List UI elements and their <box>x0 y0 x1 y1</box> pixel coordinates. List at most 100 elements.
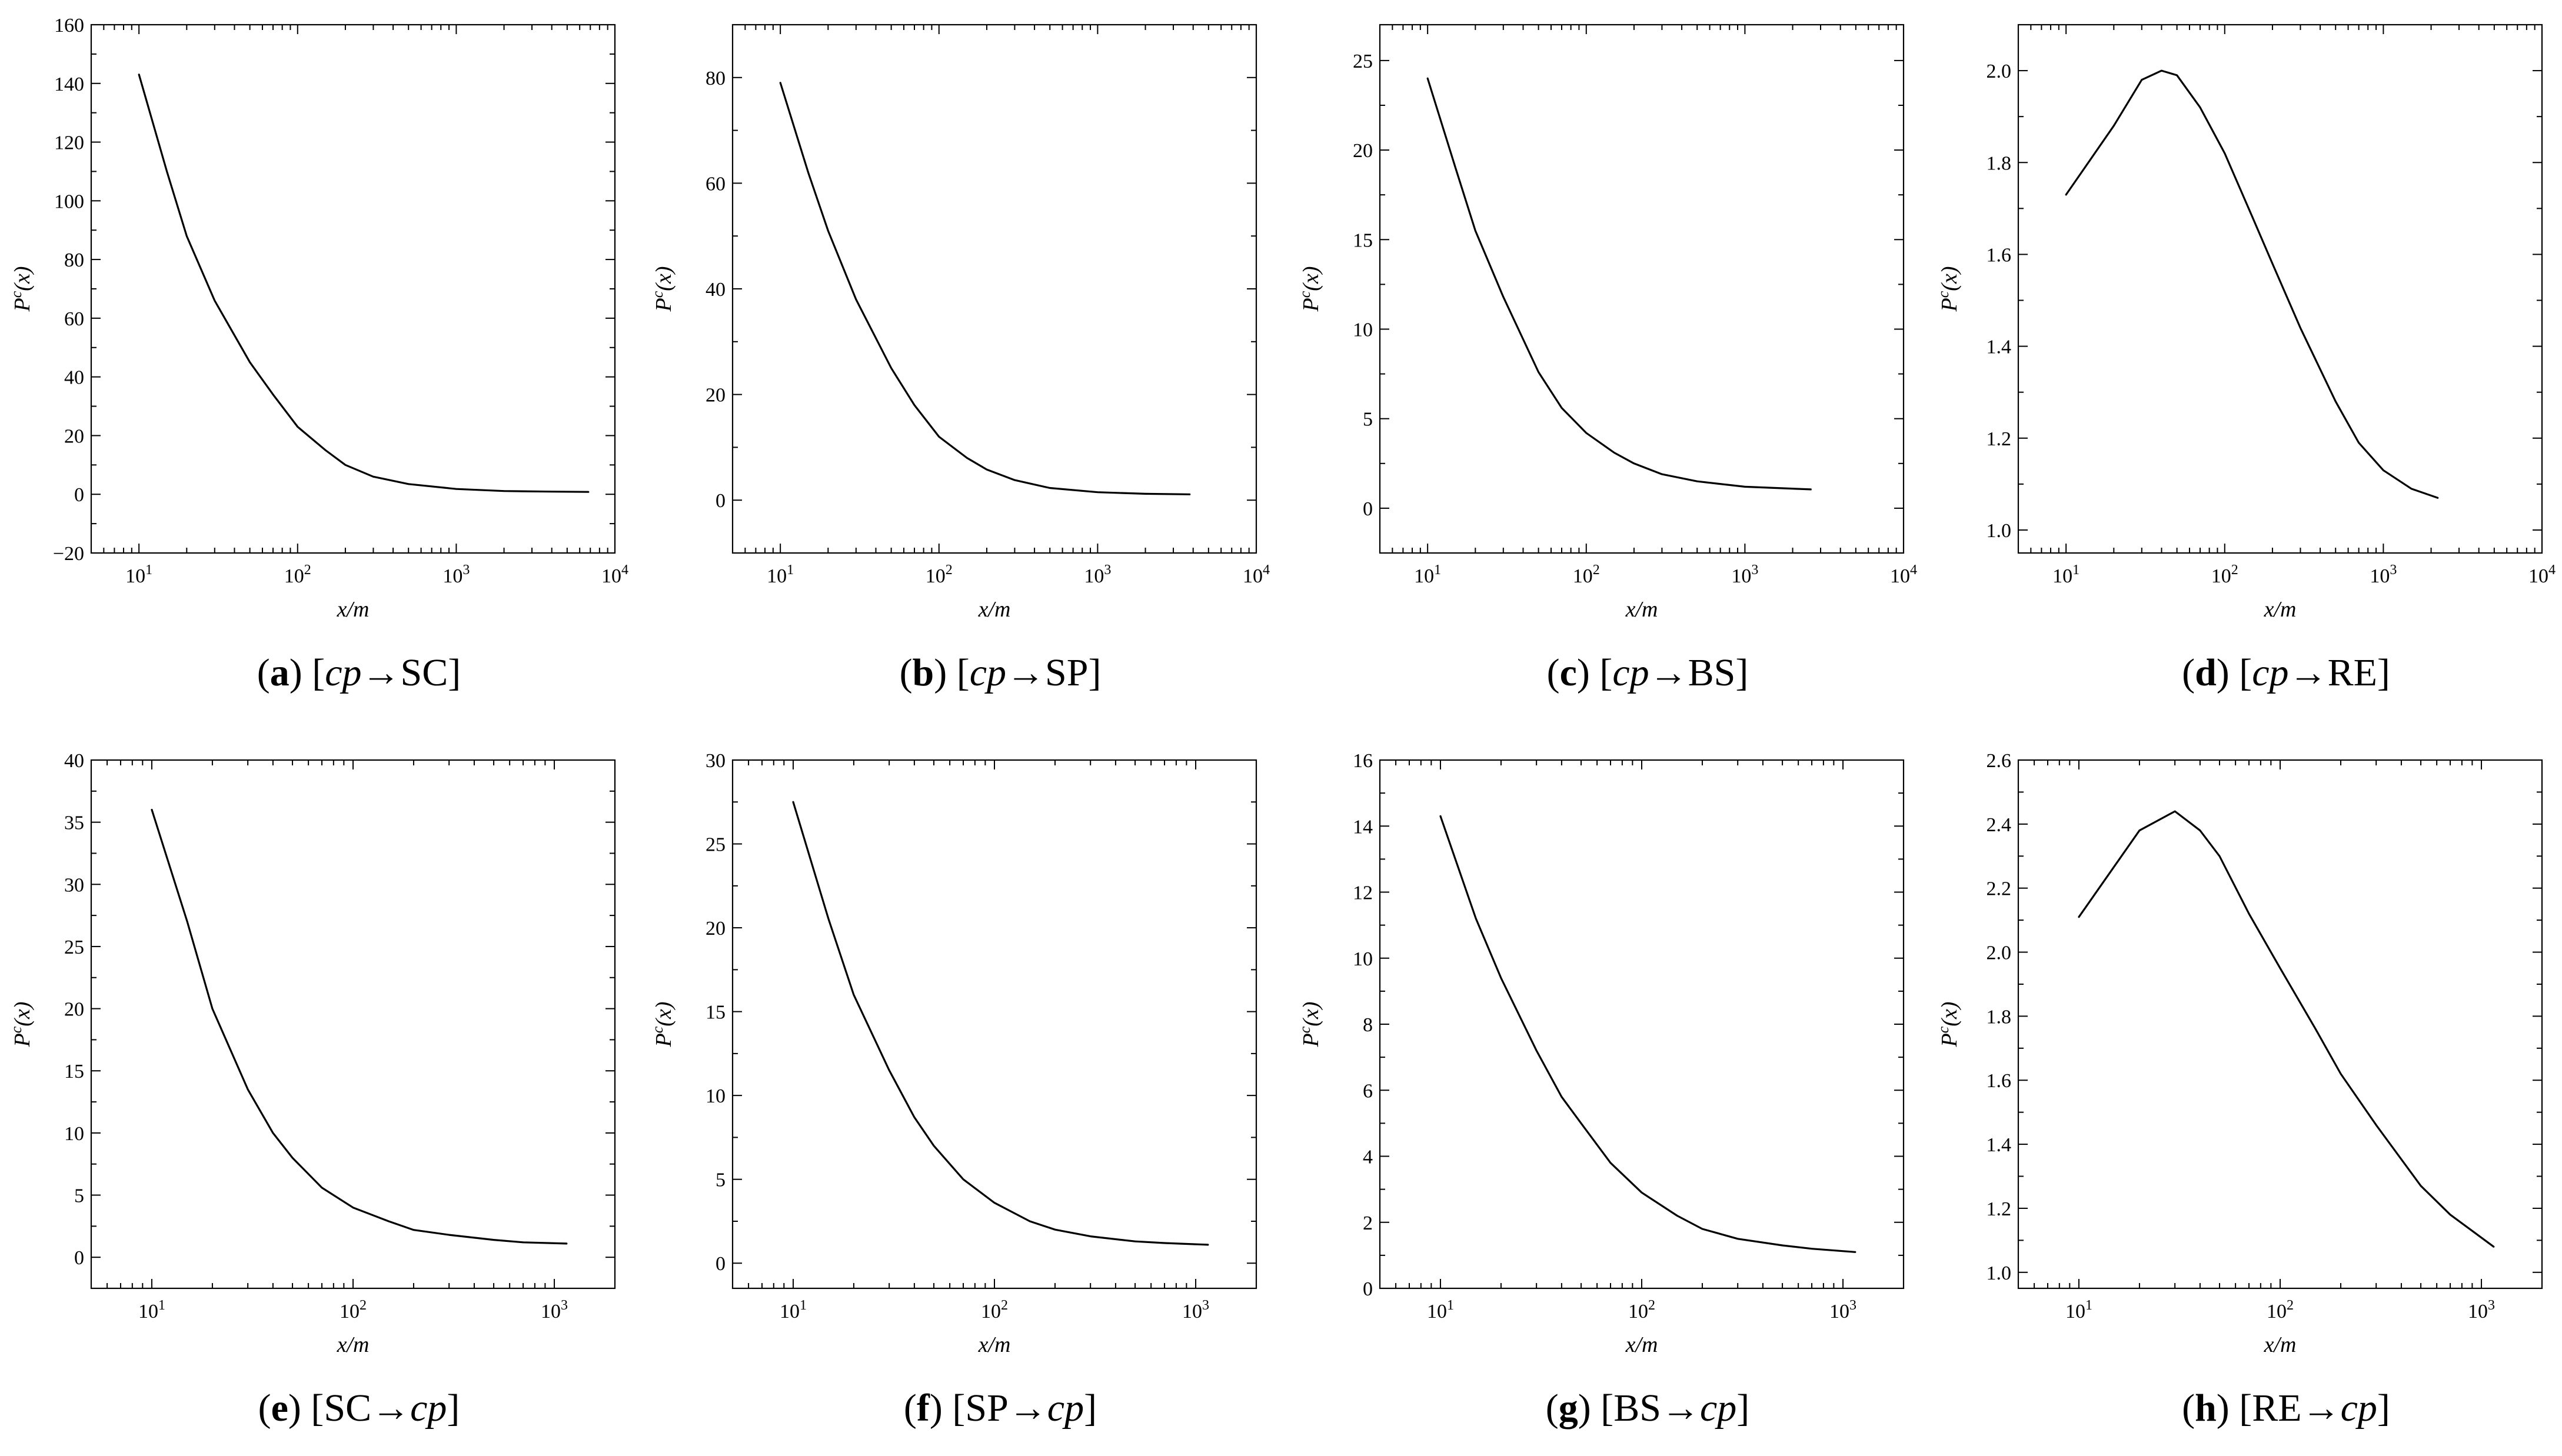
y-tick-label: 25 <box>64 937 84 958</box>
y-tick-label: 10 <box>1353 948 1373 970</box>
x-axis-title: x/m <box>1625 597 1658 622</box>
y-tick-label: 1.0 <box>1987 1262 2012 1284</box>
x-tick-label: 104 <box>601 562 628 587</box>
y-tick-label: 10 <box>1353 319 1373 341</box>
y-tick-label: 40 <box>706 279 726 301</box>
y-tick-label: 35 <box>64 812 84 834</box>
y-tick-label: 100 <box>54 191 84 212</box>
series-line <box>2065 69 2439 499</box>
y-axis-title: Pc(x) <box>1296 266 1323 312</box>
y-tick-label: 12 <box>1353 882 1373 904</box>
y-tick-label: 2.0 <box>1987 942 2012 964</box>
y-tick-label: 25 <box>706 834 726 856</box>
x-tick-label: 103 <box>1829 1298 1856 1322</box>
plot-frame <box>1379 759 1905 1290</box>
x-tick-label: 102 <box>2267 1298 2294 1322</box>
chart-c: 101 102 103 104 0 5 10 15 20 25 x/m Pc(x) (c) [cp→BS… <box>1296 24 1917 694</box>
plot-frame <box>90 759 616 1290</box>
y-tick-label: 40 <box>64 750 84 772</box>
panel-caption: (h) [RE→cp] <box>2182 1387 2390 1430</box>
x-axis-title: x/m <box>337 597 370 622</box>
x-axis-title: x/m <box>2264 597 2297 622</box>
x-tick-label: 102 <box>926 562 953 587</box>
y-tick-label: 160 <box>54 15 84 36</box>
x-tick-label: 101 <box>125 562 152 587</box>
plot-frame <box>1379 24 1905 554</box>
y-tick-label: 10 <box>706 1085 726 1107</box>
plot-frame <box>731 24 1257 554</box>
series-line <box>792 801 1209 1246</box>
series-line <box>1426 77 1812 491</box>
y-tick-label: 1.6 <box>1987 244 2012 266</box>
x-tick-label: 104 <box>2528 562 2556 587</box>
y-tick-label: 60 <box>64 308 84 330</box>
y-tick-label: 80 <box>64 249 84 271</box>
y-tick-label: 20 <box>64 425 84 447</box>
x-axis-title: x/m <box>337 1332 370 1357</box>
y-tick-label: 14 <box>1353 816 1373 838</box>
y-tick-label: 40 <box>64 367 84 389</box>
y-tick-label: 20 <box>706 918 726 939</box>
y-tick-label: 5 <box>1363 409 1373 431</box>
y-tick-label: 2.2 <box>1987 878 2012 900</box>
y-tick-label: 2 <box>1363 1212 1373 1234</box>
panel-caption: (a) [cp→SC] <box>257 651 461 694</box>
x-tick-label: 101 <box>1427 1298 1454 1322</box>
y-tick-label: 140 <box>54 74 84 95</box>
y-tick-label: 6 <box>1363 1080 1373 1102</box>
y-tick-label: 120 <box>54 132 84 154</box>
y-axis-title: Pc(x) <box>1296 1002 1323 1048</box>
x-axis-title: x/m <box>978 1332 1011 1357</box>
y-tick-label: 80 <box>706 68 726 89</box>
y-tick-label: 2.4 <box>1987 814 2012 836</box>
x-tick-label: 103 <box>541 1298 568 1322</box>
chart-d: 101 102 103 104 1.0 1.2 1.4 1.6 1.8 2.0 x/m Pc(x) (d… <box>1935 24 2556 694</box>
y-tick-label: 0 <box>1363 1278 1373 1300</box>
x-axis-title: x/m <box>978 597 1011 622</box>
x-tick-label: 102 <box>981 1298 1008 1322</box>
y-tick-label: 15 <box>706 1002 726 1024</box>
y-tick-label: 15 <box>64 1061 84 1082</box>
y-axis-title: Pc(x) <box>8 1002 35 1048</box>
panel-caption: (d) [cp→RE] <box>2182 651 2390 694</box>
series-line <box>138 74 590 493</box>
y-tick-label: 2.6 <box>1987 750 2012 772</box>
y-tick-label: 1.0 <box>1987 520 2012 542</box>
x-tick-label: 101 <box>780 1298 807 1322</box>
x-tick-label: 103 <box>1731 562 1758 587</box>
y-tick-label: 0 <box>716 490 726 512</box>
x-tick-label: 102 <box>2211 562 2238 587</box>
x-tick-label: 101 <box>2065 1298 2092 1322</box>
y-axis-title: Pc(x) <box>1935 1002 1962 1048</box>
y-tick-label: 60 <box>706 173 726 195</box>
y-tick-label: 20 <box>64 999 84 1021</box>
x-tick-label: 103 <box>442 562 470 587</box>
chart-e: 101 102 103 0 5 10 15 20 25 30 35 40 x/m Pc(x) (e) [SC… <box>8 750 616 1430</box>
y-tick-label: 30 <box>64 874 84 896</box>
y-axis-title: Pc(x) <box>649 1002 676 1048</box>
x-tick-label: 104 <box>1890 562 1917 587</box>
chart-f: 101 102 103 0 5 10 15 20 25 30 x/m Pc(x) (f) [SP→cp] <box>649 750 1257 1430</box>
y-tick-label: 15 <box>1353 229 1373 251</box>
y-tick-label: 1.2 <box>1987 428 2012 450</box>
chart-b: 101 102 103 104 0 20 40 60 80 x/m Pc(x) (b) [cp→SP] <box>649 24 1270 694</box>
x-tick-label: 101 <box>138 1298 165 1322</box>
x-tick-label: 103 <box>2370 562 2397 587</box>
y-tick-label: 1.8 <box>1987 152 2012 174</box>
y-tick-label: 0 <box>74 1247 84 1269</box>
y-tick-label: 30 <box>706 750 726 772</box>
plot-frame <box>90 24 616 554</box>
y-tick-label: 5 <box>716 1170 726 1191</box>
x-tick-label: 103 <box>2468 1298 2495 1322</box>
y-tick-label: 20 <box>1353 140 1373 162</box>
y-axis-title: Pc(x) <box>649 266 676 312</box>
panel-caption: (f) [SP→cp] <box>904 1387 1097 1430</box>
y-tick-label: 5 <box>74 1185 84 1207</box>
y-tick-label: 16 <box>1353 750 1373 772</box>
y-axis-title: Pc(x) <box>1935 266 1962 312</box>
y-tick-label: 1.2 <box>1987 1198 2012 1220</box>
panel-caption: (e) [SC→cp] <box>258 1387 460 1430</box>
x-tick-label: 101 <box>1414 562 1441 587</box>
y-tick-label: −20 <box>53 543 84 565</box>
